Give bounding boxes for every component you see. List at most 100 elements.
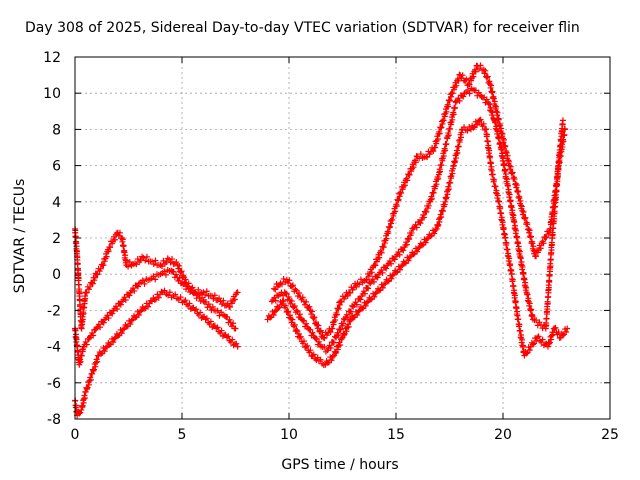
data-point-cluster <box>299 317 311 330</box>
data-point-cluster <box>72 227 80 257</box>
data-point-cluster <box>451 126 465 166</box>
data-point-cluster <box>440 91 455 124</box>
data-point-cluster <box>394 246 407 258</box>
data-point <box>191 307 198 314</box>
x-tick-label: 25 <box>601 427 619 443</box>
data-point-cluster <box>502 234 515 274</box>
data-point <box>534 334 541 341</box>
data-point <box>234 289 241 296</box>
data-point-cluster <box>426 227 439 240</box>
data-point-cluster <box>496 198 508 238</box>
data-point-cluster <box>458 72 471 89</box>
data-point <box>82 388 89 395</box>
data-point-cluster <box>436 134 450 176</box>
data-point-cluster <box>427 174 442 203</box>
data-point-cluster <box>475 62 486 74</box>
data-point-cluster <box>115 229 125 242</box>
data-point-cluster <box>383 272 396 285</box>
data-point <box>179 280 185 287</box>
series-1 <box>72 62 566 342</box>
data-point-cluster <box>469 118 482 131</box>
y-tick-label: -8 <box>47 412 61 428</box>
data-point-cluster <box>485 100 497 123</box>
data-point-cluster <box>504 182 517 221</box>
data-point-cluster <box>159 267 173 278</box>
data-point-cluster <box>402 225 416 249</box>
data-point-cluster <box>193 306 208 322</box>
data-point-cluster <box>449 71 463 97</box>
y-tick-label: -2 <box>47 303 61 319</box>
data-point-cluster <box>306 326 317 339</box>
data-point-cluster <box>406 153 420 178</box>
data-point-cluster <box>161 287 175 301</box>
data-point <box>296 334 303 341</box>
data-point <box>181 298 188 305</box>
data-point-cluster <box>270 292 281 304</box>
data-point-cluster <box>454 92 467 104</box>
y-tick-label: 10 <box>43 86 61 102</box>
data-point-cluster <box>81 335 92 348</box>
data-point-cluster <box>500 136 512 167</box>
data-point-cluster <box>409 245 422 258</box>
data-point-cluster <box>317 356 327 369</box>
data-point-cluster <box>533 227 553 260</box>
data-point <box>271 285 278 292</box>
data-point-cluster <box>225 333 240 349</box>
data-point <box>234 343 241 350</box>
data-point <box>89 370 96 377</box>
data-point-cluster <box>89 270 99 287</box>
y-tick-label: 4 <box>52 195 61 211</box>
data-point-cluster <box>137 276 152 287</box>
data-point-cluster <box>356 276 368 288</box>
data-point-cluster <box>310 351 321 364</box>
data-point-cluster <box>120 291 133 303</box>
data-point-cluster <box>308 308 320 327</box>
chart-title: Day 308 of 2025, Sidereal Day-to-day VTE… <box>25 20 580 36</box>
y-tick-label: 0 <box>52 267 61 283</box>
data-point-cluster <box>481 67 493 86</box>
data-point-cluster <box>75 408 84 417</box>
x-tick-label: 0 <box>71 427 80 443</box>
data-point-cluster <box>133 253 146 268</box>
data-point-cluster <box>417 236 430 249</box>
data-point-cluster <box>272 281 283 293</box>
series-3 <box>72 116 571 419</box>
data-point-cluster <box>442 163 457 202</box>
data-point <box>213 325 220 332</box>
data-point-cluster <box>377 264 390 276</box>
data-point-cluster <box>366 290 379 303</box>
data-point <box>223 334 230 341</box>
data-point <box>476 117 483 124</box>
data-point-cluster <box>372 243 386 269</box>
data-point-cluster <box>400 254 413 267</box>
data-point-cluster <box>419 198 433 221</box>
data-point-cluster <box>515 316 528 356</box>
data-point-cluster <box>148 271 162 283</box>
data-point-cluster <box>78 289 89 332</box>
data-point <box>189 289 196 296</box>
data-point-cluster <box>319 343 329 355</box>
data-point-cluster <box>398 171 412 196</box>
y-tick-label: 12 <box>43 50 61 66</box>
axis-ticks: 0 5 10 15 20 25 -8 -6 -4 -2 0 2 4 6 8 10 12 <box>43 50 619 443</box>
data-point-cluster <box>359 279 373 297</box>
data-point-cluster <box>83 279 95 296</box>
data-point-cluster <box>122 317 135 330</box>
data-point-cluster <box>125 258 137 270</box>
data-point-cluster <box>357 299 370 312</box>
x-tick-label: 10 <box>280 427 298 443</box>
data-point-cluster <box>411 219 424 231</box>
data-point-cluster <box>276 289 287 299</box>
data-point-cluster <box>323 353 336 366</box>
data-point <box>564 325 571 332</box>
data-point-cluster <box>279 275 289 288</box>
data-point <box>303 343 310 350</box>
data-point-cluster <box>314 322 326 340</box>
data-point-cluster <box>265 308 278 321</box>
data-point-cluster <box>471 87 484 99</box>
data-point-cluster <box>549 166 562 239</box>
data-point <box>506 162 513 169</box>
data-point-cluster <box>523 290 536 320</box>
data-point-cluster <box>340 317 354 339</box>
